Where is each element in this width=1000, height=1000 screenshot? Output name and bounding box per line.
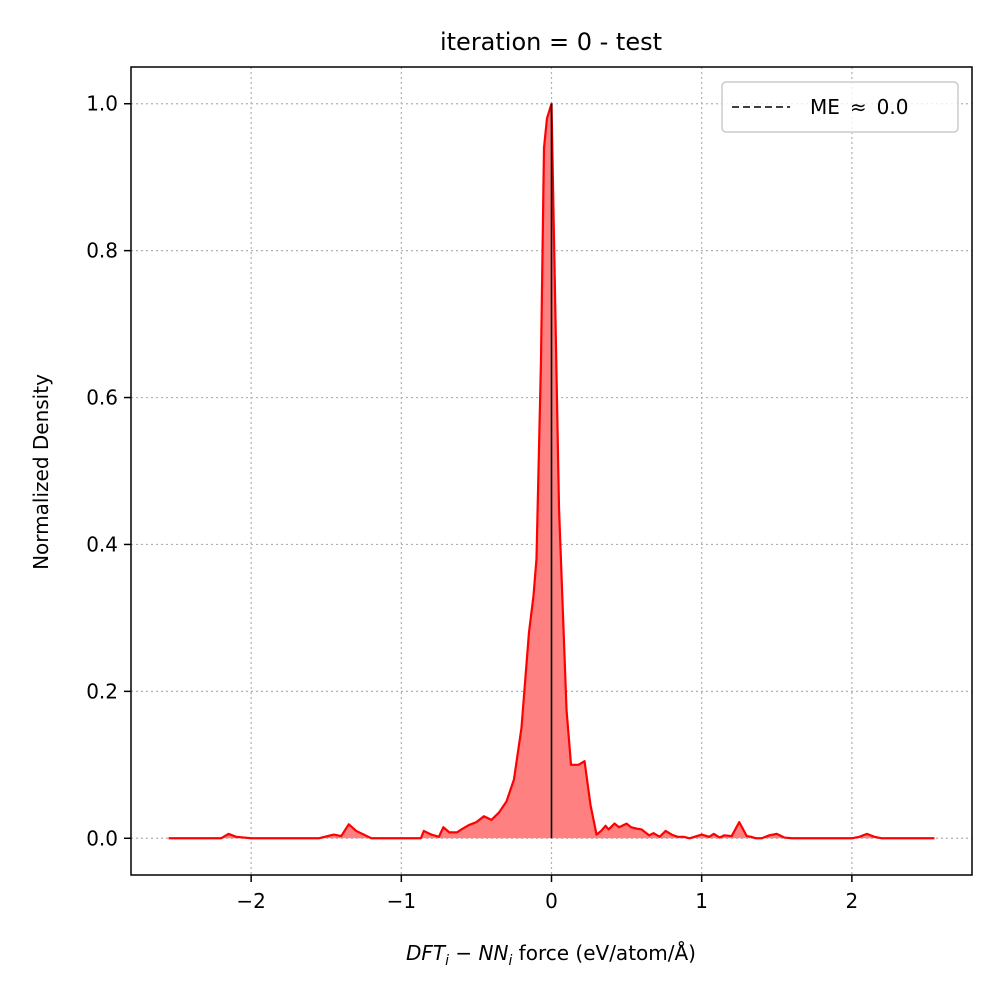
x-tick-label: 1 xyxy=(695,889,708,913)
y-tick-label: 0.4 xyxy=(86,532,118,556)
x-tick-label: 2 xyxy=(845,889,858,913)
x-axis-title: DFTi − NNi force (eV/atom/Å) xyxy=(406,941,696,969)
y-tick-label: 1.0 xyxy=(86,92,118,116)
x-axis-title-sub-1: i xyxy=(445,953,449,969)
y-tick-label: 0.6 xyxy=(86,386,118,410)
legend-label: ME ≈0.0 xyxy=(810,95,908,119)
tick-layer: −2 −1 0 1 2 0.0 0.2 0.4 0.6 0.8 1.0 xyxy=(86,92,858,913)
legend-label-value: 0.0 xyxy=(877,95,909,119)
y-tick-label: 0.8 xyxy=(86,239,118,263)
y-axis-title: Normalized Density xyxy=(29,374,53,570)
legend-box xyxy=(721,81,959,133)
chart-title: iteration = 0 - test xyxy=(440,28,662,56)
x-axis-title-sub-2: i xyxy=(508,953,512,969)
x-axis-title-dft: DFT xyxy=(406,941,447,965)
y-tick-label: 0.2 xyxy=(86,679,118,703)
x-tick-label: −1 xyxy=(387,889,416,913)
x-axis-title-nn: NN xyxy=(479,941,509,965)
density-curve xyxy=(168,102,935,840)
legend-label-approx: ≈ xyxy=(850,95,867,119)
x-tick-label: 0 xyxy=(545,889,558,913)
y-tick-label: 0.0 xyxy=(86,826,118,850)
data-layer xyxy=(168,102,935,840)
legend-label-me: ME xyxy=(810,95,840,119)
x-tick-label: −2 xyxy=(236,889,265,913)
x-axis-title-minus: − xyxy=(449,941,478,965)
x-axis-title-rest: force (eV/atom/Å) xyxy=(512,941,696,965)
legend: ME ≈0.0 xyxy=(721,81,959,133)
